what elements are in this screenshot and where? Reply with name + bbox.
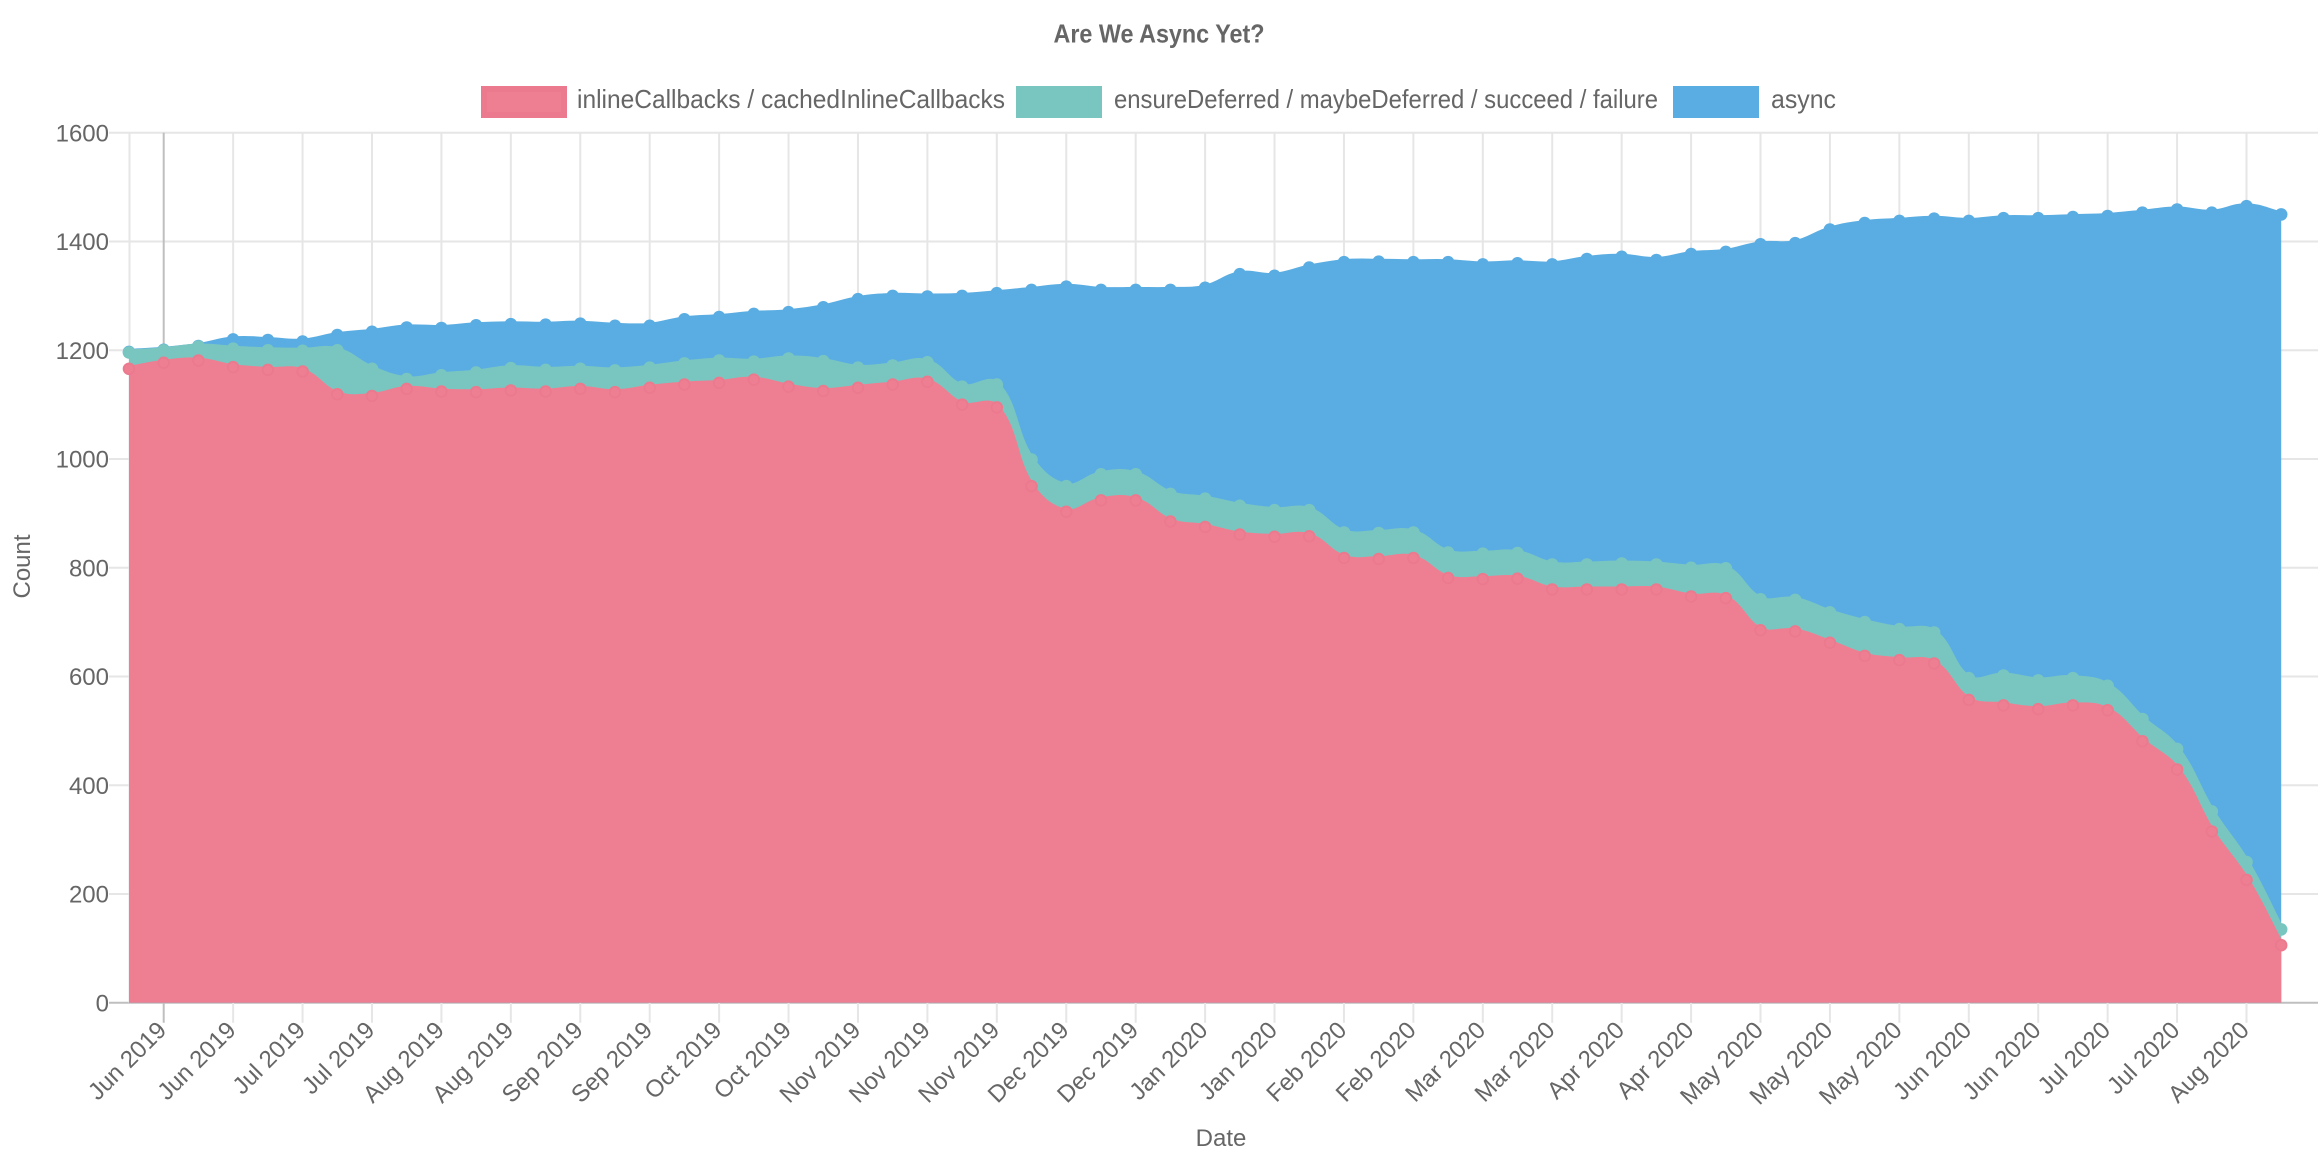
svg-text:400: 400	[69, 773, 109, 800]
svg-text:Date: Date	[1196, 1125, 1247, 1152]
svg-text:600: 600	[69, 664, 109, 691]
svg-text:1200: 1200	[56, 338, 109, 365]
svg-text:Count: Count	[9, 534, 36, 598]
svg-text:async: async	[1771, 84, 1836, 114]
svg-text:inlineCallbacks / cachedInline: inlineCallbacks / cachedInlineCallbacks	[577, 84, 1005, 114]
svg-text:1000: 1000	[56, 447, 109, 474]
svg-text:800: 800	[69, 555, 109, 582]
svg-text:Are We Async Yet?: Are We Async Yet?	[1054, 19, 1265, 49]
svg-text:ensureDeferred / maybeDeferred: ensureDeferred / maybeDeferred / succeed…	[1114, 84, 1658, 114]
svg-text:1600: 1600	[56, 120, 109, 147]
svg-text:1400: 1400	[56, 229, 109, 256]
svg-text:0: 0	[96, 990, 109, 1017]
svg-text:200: 200	[69, 882, 109, 909]
